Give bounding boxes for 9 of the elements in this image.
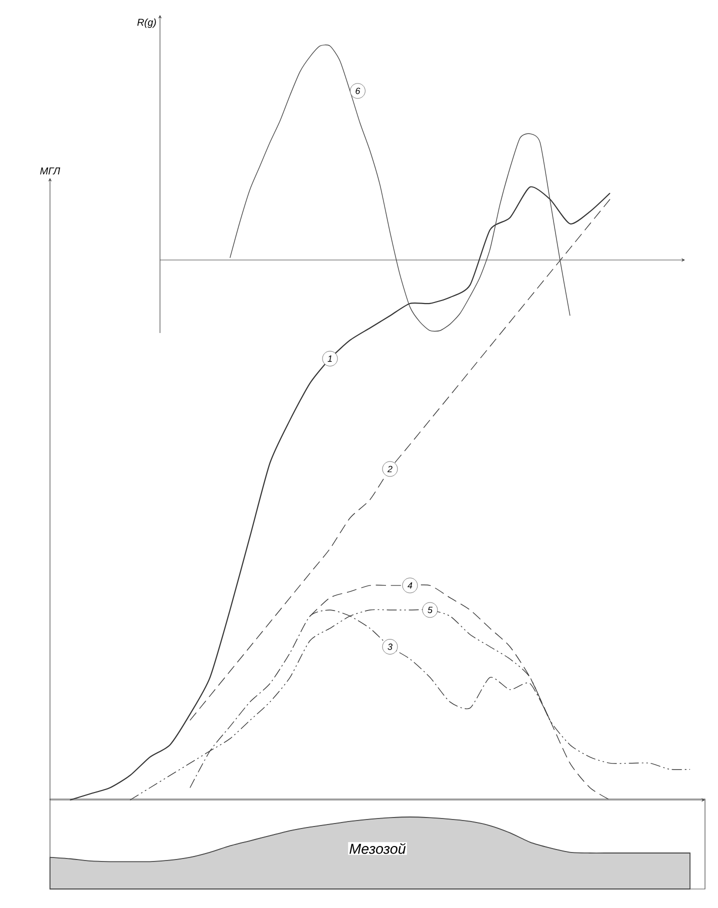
y-axis-title: МГЛ — [40, 168, 60, 174]
series-label: 1 — [328, 356, 332, 362]
series-label: 5 — [428, 606, 433, 614]
y-axis-title: R(g) — [137, 18, 156, 28]
series-label: 2 — [387, 466, 392, 472]
series-label: 6 — [356, 88, 360, 94]
annotation: Мезозой — [350, 843, 406, 854]
series-label: 4 — [408, 582, 412, 589]
series-label: 3 — [388, 644, 392, 650]
